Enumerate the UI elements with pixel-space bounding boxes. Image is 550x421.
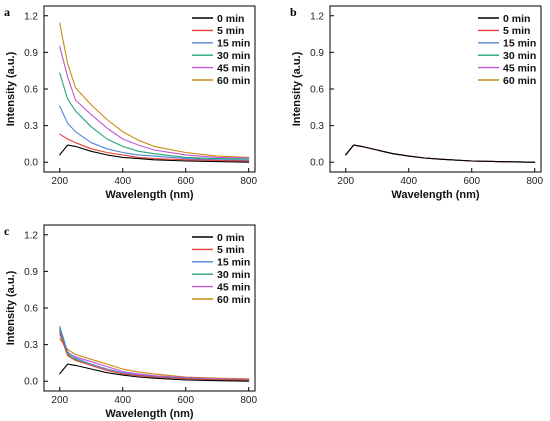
panel-b: b 0.0 0.3 0.6 0.9 1.2 200 400 600 800 Wavelength (… [290,5,543,201]
series-line-45-min [59,330,250,380]
legend-label: 5 min [503,25,530,37]
y-axis-title: Intensity (a.u.) [291,51,303,126]
series-line-0-min [345,144,536,163]
legend-label: 45 min [217,281,250,293]
series-line-5-min [59,133,250,162]
x-tick-label: 600 [463,176,480,187]
y-tick-label: 1.2 [24,230,38,241]
legend-label: 15 min [503,38,536,50]
y-tick-label: 0.9 [24,48,38,59]
x-axis-title: Wavelength (nm) [105,189,194,201]
panel-a: a 0.0 0.3 0.6 0.9 1.2 200 400 600 800 Wavelength (… [4,5,257,201]
series-line-0-min [59,363,250,382]
y-tick-label: 1.2 [24,11,38,22]
x-tick-label: 400 [114,395,131,406]
y-tick-label: 0.3 [24,121,38,132]
y-tick-label: 0.0 [24,158,38,169]
x-tick-label: 800 [240,395,257,406]
x-axis-title: Wavelength (nm) [105,408,194,420]
x-tick-label: 400 [400,176,417,187]
series-line-0-min [59,144,250,163]
series-line-5-min [59,333,250,381]
series-line-60-min [59,22,250,158]
y-tick-label: 0.0 [310,158,324,169]
y-tick-label: 0.0 [24,377,38,388]
y-tick-label: 0.3 [24,340,38,351]
panel-letter: a [4,5,10,19]
series-line-15-min [59,105,250,161]
y-tick-label: 1.2 [310,11,324,22]
legend-label: 45 min [217,62,250,74]
series-line-30-min [59,328,250,381]
x-tick-label: 200 [51,395,68,406]
y-axis-title: Intensity (a.u.) [5,270,17,345]
legend-label: 0 min [503,13,530,25]
x-tick-label: 800 [240,176,257,187]
series-line-15-min [59,325,250,381]
legend-label: 60 min [503,75,536,87]
y-axis-title: Intensity (a.u.) [5,51,17,126]
legend-label: 45 min [503,62,536,74]
y-tick-label: 0.6 [24,85,38,96]
x-tick-label: 200 [51,176,68,187]
x-axis-title: Wavelength (nm) [391,189,480,201]
x-tick-label: 600 [177,395,194,406]
legend-label: 30 min [217,269,250,281]
y-tick-label: 0.9 [24,267,38,278]
legend-label: 5 min [217,25,244,37]
legend-label: 15 min [217,257,250,269]
x-tick-label: 800 [526,176,543,187]
y-tick-label: 0.9 [310,48,324,59]
series-line-60-min [59,337,250,380]
x-tick-label: 600 [177,176,194,187]
panel-letter: c [4,224,10,238]
x-tick-label: 200 [337,176,354,187]
panel-letter: b [290,5,297,19]
legend-label: 30 min [503,50,536,62]
legend-label: 0 min [217,232,244,244]
series-line-45-min [59,45,250,159]
legend-label: 60 min [217,294,250,306]
y-tick-label: 0.3 [310,121,324,132]
legend-label: 60 min [217,75,250,87]
y-tick-label: 0.6 [310,85,324,96]
legend-label: 5 min [217,244,244,256]
legend-label: 30 min [217,50,250,62]
panel-c: c 0.0 0.3 0.6 0.9 1.2 200 400 600 800 Wavelength (… [4,224,257,420]
y-tick-label: 0.6 [24,304,38,315]
series-line-30-min [59,72,250,160]
legend-label: 15 min [217,38,250,50]
x-tick-label: 400 [114,176,131,187]
legend-label: 0 min [217,13,244,25]
